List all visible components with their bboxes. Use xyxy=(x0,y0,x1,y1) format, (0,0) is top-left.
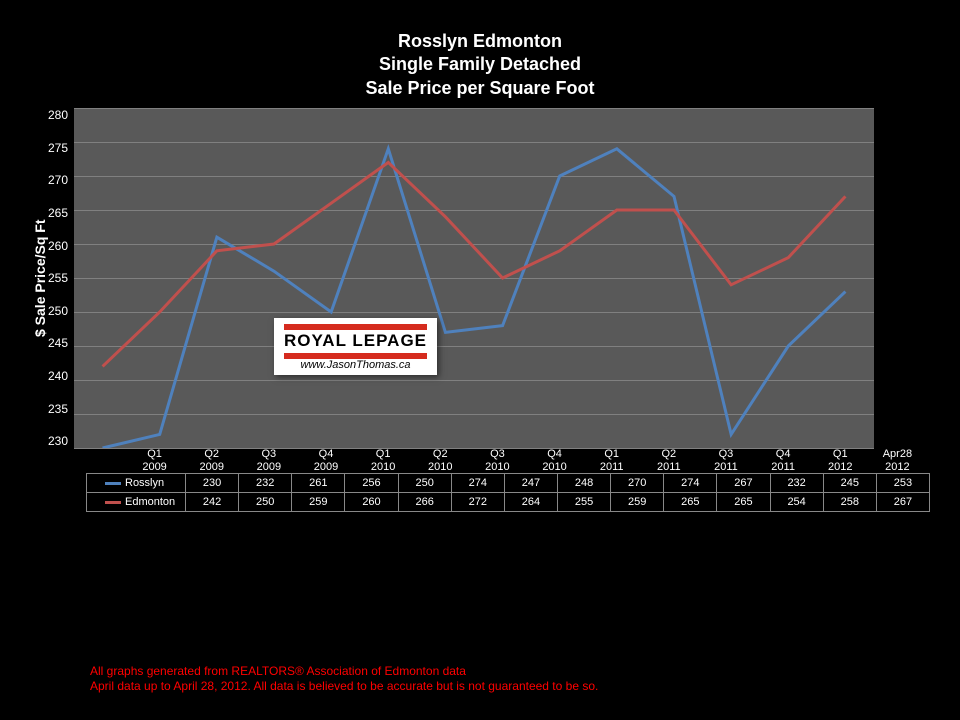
xaxis-category: Q32011 xyxy=(697,448,754,473)
table-row: Edmonton24225025926026627226425525926526… xyxy=(87,493,930,512)
watermark-url: www.JasonThomas.ca xyxy=(284,359,427,371)
series-label: Edmonton xyxy=(87,493,186,512)
title-line-3: Sale Price per Square Foot xyxy=(30,77,930,100)
xaxis-category: Q42009 xyxy=(297,448,354,473)
yaxis-ticks: 280 275 270 265 260 255 250 245 240 235 230 xyxy=(48,108,74,448)
xaxis-category: Q22009 xyxy=(183,448,240,473)
table-cell: 267 xyxy=(717,474,770,493)
table-cell: 270 xyxy=(611,474,664,493)
table-cell: 247 xyxy=(504,474,557,493)
table-cell: 260 xyxy=(345,493,398,512)
xaxis-category: Q12012 xyxy=(812,448,869,473)
table-cell: 253 xyxy=(876,474,929,493)
gridline xyxy=(74,448,874,449)
watermark-bar-top xyxy=(284,324,427,330)
series-label: Rosslyn xyxy=(87,474,186,493)
watermark-brand: ROYAL LEPAGE xyxy=(284,332,427,351)
table-cell: 242 xyxy=(186,493,239,512)
yaxis-tick: 280 xyxy=(48,108,68,122)
yaxis-tick: 235 xyxy=(48,402,68,416)
table-cell: 272 xyxy=(451,493,504,512)
plot-area: ROYAL LEPAGE www.JasonThomas.ca xyxy=(74,108,874,448)
xaxis-category: Q32009 xyxy=(240,448,297,473)
legend-swatch xyxy=(105,482,121,485)
table-cell: 265 xyxy=(717,493,770,512)
title-line-1: Rosslyn Edmonton xyxy=(30,30,930,53)
yaxis-title: $ Sale Price/Sq Ft xyxy=(30,108,48,448)
xaxis-category: Apr282012 xyxy=(869,448,926,473)
yaxis-tick: 255 xyxy=(48,271,68,285)
xaxis-categories: Q12009Q22009Q32009Q42009Q12010Q22010Q320… xyxy=(126,448,926,473)
table-cell: 250 xyxy=(398,474,451,493)
chart-container: Rosslyn Edmonton Single Family Detached … xyxy=(30,30,930,650)
yaxis-tick: 245 xyxy=(48,336,68,350)
table-cell: 250 xyxy=(239,493,292,512)
table-cell: 254 xyxy=(770,493,823,512)
data-table: Rosslyn230232261256250274247248270274267… xyxy=(86,473,930,512)
plot-wrapper: $ Sale Price/Sq Ft 280 275 270 265 260 255 250… xyxy=(30,108,930,448)
chart-title: Rosslyn Edmonton Single Family Detached … xyxy=(30,30,930,100)
footer-line-2: April data up to April 28, 2012. All dat… xyxy=(90,679,598,695)
table-cell: 259 xyxy=(611,493,664,512)
title-line-2: Single Family Detached xyxy=(30,53,930,76)
table-cell: 266 xyxy=(398,493,451,512)
yaxis-tick: 250 xyxy=(48,304,68,318)
xaxis-category: Q32010 xyxy=(469,448,526,473)
xaxis-category: Q42010 xyxy=(526,448,583,473)
yaxis-tick: 240 xyxy=(48,369,68,383)
xaxis-category: Q12009 xyxy=(126,448,183,473)
table-cell: 232 xyxy=(770,474,823,493)
table-cell: 248 xyxy=(557,474,610,493)
xaxis-category: Q22011 xyxy=(640,448,697,473)
table-cell: 259 xyxy=(292,493,345,512)
yaxis-tick: 275 xyxy=(48,141,68,155)
yaxis-tick: 270 xyxy=(48,173,68,187)
table-cell: 258 xyxy=(823,493,876,512)
table-cell: 261 xyxy=(292,474,345,493)
footer-line-1: All graphs generated from REALTORS® Asso… xyxy=(90,664,598,680)
table-cell: 232 xyxy=(239,474,292,493)
yaxis-tick: 260 xyxy=(48,239,68,253)
table-cell: 255 xyxy=(557,493,610,512)
xaxis-category: Q12010 xyxy=(355,448,412,473)
table-cell: 245 xyxy=(823,474,876,493)
table-cell: 264 xyxy=(504,493,557,512)
table-cell: 230 xyxy=(186,474,239,493)
yaxis-tick: 265 xyxy=(48,206,68,220)
series-line-rosslyn xyxy=(103,149,846,448)
table-cell: 256 xyxy=(345,474,398,493)
footer-note: All graphs generated from REALTORS® Asso… xyxy=(90,664,598,695)
xaxis-category: Q42011 xyxy=(755,448,812,473)
legend-swatch xyxy=(105,501,121,504)
table-cell: 274 xyxy=(664,474,717,493)
chart-lines xyxy=(74,108,874,448)
table-cell: 265 xyxy=(664,493,717,512)
xaxis-category: Q12011 xyxy=(583,448,640,473)
series-line-edmonton xyxy=(103,163,846,367)
yaxis-tick: 230 xyxy=(48,434,68,448)
table-row: Rosslyn230232261256250274247248270274267… xyxy=(87,474,930,493)
table-cell: 274 xyxy=(451,474,504,493)
xaxis-category: Q22010 xyxy=(412,448,469,473)
watermark-logo: ROYAL LEPAGE www.JasonThomas.ca xyxy=(274,318,437,375)
table-cell: 267 xyxy=(876,493,929,512)
